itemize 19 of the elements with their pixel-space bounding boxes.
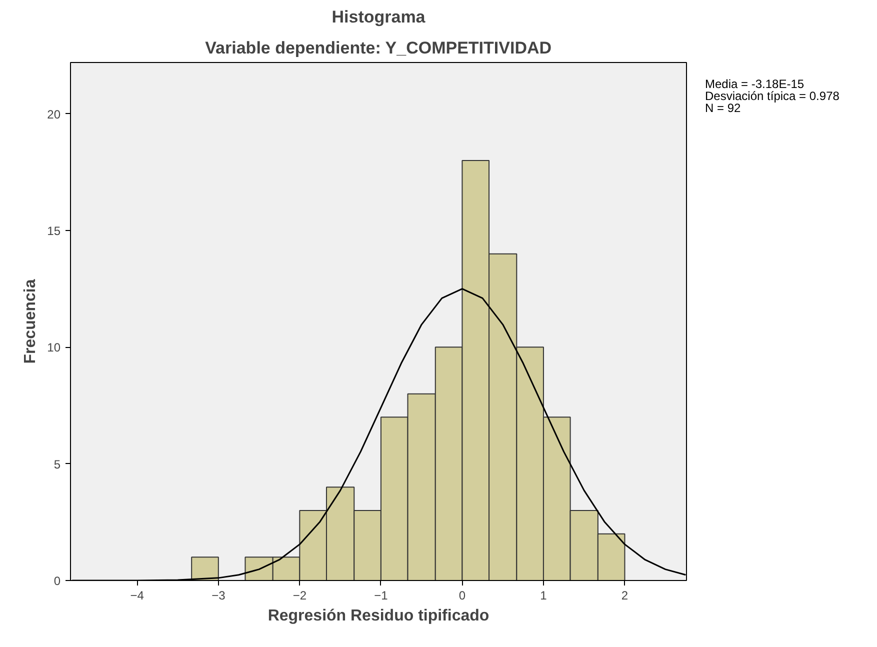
x-tick-label: −2	[292, 588, 307, 602]
y-tick-label: 10	[47, 340, 61, 355]
chart-title: Histograma	[332, 8, 426, 26]
x-tick-label: 2	[621, 588, 628, 602]
x-tick-label: −1	[374, 588, 388, 602]
y-tick-label: 0	[54, 574, 61, 588]
text: Desviación típica = 0.978	[705, 89, 840, 103]
text: N = 92	[705, 101, 741, 115]
y-tick-label: 20	[47, 107, 61, 122]
x-tick-label: −4	[130, 588, 144, 602]
x-tick-label: −3	[212, 588, 226, 602]
x-axis-title: Regresión Residuo tipificado	[268, 608, 490, 624]
text: Media = -3.18E-15	[705, 77, 804, 91]
y-tick-label: 5	[54, 457, 61, 472]
y-tick-label: 15	[47, 224, 61, 238]
chart-subtitle: Variable dependiente: Y_COMPETITIVIDAD	[205, 38, 552, 58]
x-tick-label: 1	[540, 588, 548, 602]
x-tick-label: 0	[458, 588, 466, 602]
y-axis-title: Frecuencia	[22, 279, 40, 364]
